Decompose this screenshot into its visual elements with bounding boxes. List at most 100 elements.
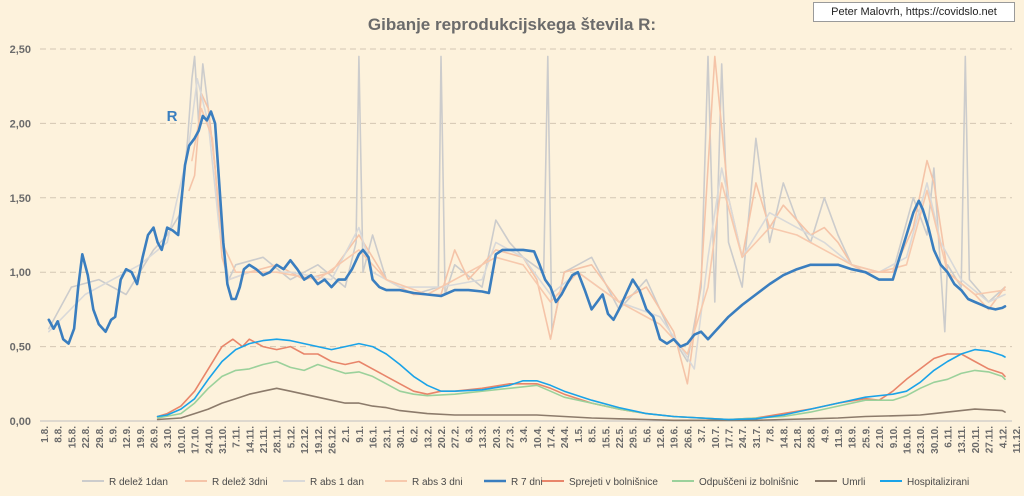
- x-tick-label: 21.11.: [259, 426, 270, 453]
- x-tick-label: 30.10.: [930, 426, 941, 454]
- x-tick-label: 8.5.: [588, 426, 599, 443]
- y-tick-label: 1,00: [10, 267, 31, 279]
- x-tick-label: 16.1.: [369, 426, 380, 448]
- x-tick-label: 6.11.: [944, 426, 955, 448]
- x-tick-label: 12.12.: [300, 426, 311, 454]
- x-tick-label: 29.8.: [95, 426, 106, 448]
- x-tick-label: 26.12.: [327, 426, 338, 454]
- x-tick-label: 31.10.: [218, 426, 229, 454]
- x-tick-label: 24.10.: [204, 426, 215, 454]
- x-tick-label: 28.11.: [273, 426, 284, 453]
- x-tick-label: 27.2.: [451, 426, 462, 448]
- x-tick-label: 3.7.: [697, 426, 708, 443]
- x-tick-label: 4.12.: [998, 426, 1009, 448]
- y-tick-label: 1,50: [10, 193, 31, 205]
- x-tick-label: 8.8.: [54, 426, 65, 443]
- x-tick-label: 25.9.: [861, 426, 872, 448]
- series-line-3: [191, 107, 1006, 355]
- x-tick-label: 28.8.: [807, 426, 818, 448]
- y-axis-labels: 0,00 0,50 1,00 1,50 2,00 2,50: [10, 44, 31, 428]
- x-tick-label: 3.4.: [519, 426, 530, 443]
- x-tick-label: 20.11.: [971, 426, 982, 453]
- legend-label: Hospitalizirani: [907, 477, 969, 488]
- legend-label: R 7 dni: [511, 477, 543, 488]
- x-tick-label: 18.9.: [848, 426, 859, 448]
- legend-label: Umrli: [842, 477, 865, 488]
- x-tick-label: 1.8.: [40, 426, 51, 443]
- x-tick-label: 14.8.: [779, 426, 790, 448]
- x-tick-label: 31.7.: [752, 426, 763, 448]
- x-tick-label: 20.3.: [492, 426, 503, 448]
- x-tick-label: 26.6.: [683, 426, 694, 448]
- legend-label: R abs 1 dan: [310, 477, 364, 488]
- series-line-4: [47, 110, 1007, 348]
- x-tick-label: 11.9.: [834, 426, 845, 448]
- series-line-7: [156, 387, 1006, 422]
- x-tick-label: 15.5.: [601, 426, 612, 448]
- x-tick-label: 21.8.: [793, 426, 804, 448]
- series-layer: [47, 55, 1007, 422]
- x-tick-label: 10.4.: [533, 426, 544, 448]
- x-tick-label: 26.9.: [150, 426, 161, 448]
- legend-label: Sprejeti v bolnišnice: [569, 477, 658, 488]
- attribution-box: Peter Malovrh, https://covidslo.net: [813, 2, 1015, 22]
- x-tick-label: 7.8.: [766, 426, 777, 443]
- x-tick-label: 10.7.: [711, 426, 722, 448]
- x-tick-label: 27.3.: [505, 426, 516, 448]
- legend: R delež 1dan R delež 3dni R abs 1 dan R abs…: [82, 477, 969, 488]
- x-tick-label: 24.4.: [560, 426, 571, 448]
- series-line-6: [156, 360, 1006, 421]
- x-tick-label: 27.11.: [985, 426, 996, 453]
- y-tick-label: 2,00: [10, 118, 31, 130]
- x-tick-label: 17.4.: [547, 426, 558, 448]
- x-tick-label: 16.10.: [902, 426, 913, 454]
- x-tick-label: 3.10.: [163, 426, 174, 448]
- series-line-5: [156, 338, 1006, 421]
- x-tick-label: 17.10.: [191, 426, 202, 454]
- x-tick-label: 6.2.: [410, 426, 421, 443]
- x-tick-label: 19.9.: [136, 426, 147, 448]
- x-tick-label: 30.1.: [396, 426, 407, 448]
- legend-label: R abs 3 dni: [412, 477, 463, 488]
- x-axis-labels: 1.8. 8.8. 15.8. 22.8. 29.8. 5.9. 12.9. 19.9. 26.…: [40, 426, 1023, 454]
- x-tick-label: 9.10.: [889, 426, 900, 448]
- x-tick-label: 14.11.: [245, 426, 256, 453]
- y-tick-label: 2,50: [10, 44, 31, 56]
- x-tick-label: 22.5.: [615, 426, 626, 448]
- x-tick-label: 2.1.: [341, 426, 352, 443]
- x-tick-label: 9.1.: [355, 426, 366, 443]
- x-tick-label: 23.1.: [382, 426, 393, 448]
- x-tick-label: 24.7.: [738, 426, 749, 448]
- series-line-8: [156, 338, 1006, 421]
- x-tick-label: 29.5.: [629, 426, 640, 448]
- legend-label: R delež 1dan: [109, 477, 168, 488]
- legend-label: R delež 3dni: [212, 477, 268, 488]
- x-tick-label: 13.11.: [957, 426, 968, 453]
- x-tick-label: 20.2.: [437, 426, 448, 448]
- x-tick-label: 5.6.: [642, 426, 653, 443]
- x-tick-label: 6.3.: [464, 426, 475, 443]
- x-tick-label: 15.8.: [67, 426, 78, 448]
- x-tick-label: 10.10.: [177, 426, 188, 454]
- x-tick-label: 2.10.: [875, 426, 886, 448]
- x-tick-label: 7.11.: [232, 426, 243, 448]
- y-tick-label: 0,00: [10, 416, 31, 428]
- x-tick-label: 13.3.: [478, 426, 489, 448]
- x-tick-label: 23.10.: [916, 426, 927, 454]
- x-tick-label: 12.9.: [122, 426, 133, 448]
- legend-label: Odpuščeni iz bolnišnic: [699, 477, 799, 488]
- x-tick-label: 11.12.: [1012, 426, 1023, 453]
- x-tick-label: 13.2.: [423, 426, 434, 448]
- x-tick-label: 19.6.: [670, 426, 681, 448]
- x-tick-label: 1.5.: [574, 426, 585, 443]
- x-tick-label: 5.12.: [286, 426, 297, 448]
- x-tick-label: 19.12.: [314, 426, 325, 454]
- x-tick-label: 5.9.: [108, 426, 119, 443]
- x-tick-label: 22.8.: [81, 426, 92, 448]
- x-tick-label: 12.6.: [656, 426, 667, 448]
- x-tick-label: 17.7.: [725, 426, 736, 448]
- x-tick-label: 4.9.: [820, 426, 831, 443]
- y-tick-label: 0,50: [10, 342, 31, 354]
